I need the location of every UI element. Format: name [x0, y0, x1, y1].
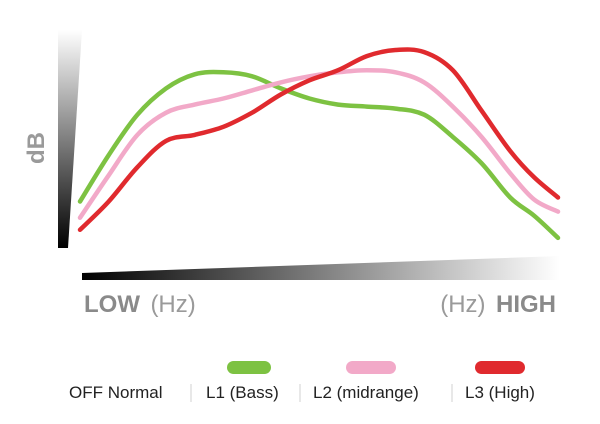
y-axis-gradient: [58, 30, 82, 248]
legend-off-label: OFF Normal: [69, 383, 163, 402]
legend-swatch-l1: [227, 361, 271, 374]
x-axis-high-word: HIGH: [496, 291, 556, 318]
legend: OFF Normal L1 (Bass) L2 (midrange) L3 (H…: [69, 361, 535, 402]
legend-swatch-l3: [475, 361, 525, 374]
x-axis-low-label: LOW (Hz): [84, 291, 196, 318]
series-layer: [77, 47, 561, 241]
series-line-l1-bass: [77, 69, 561, 241]
legend-label-l3: L3 (High): [465, 383, 535, 402]
legend-label-l1: L1 (Bass): [206, 383, 279, 402]
legend-label-l2: L2 (midrange): [313, 383, 419, 402]
x-axis-low-word: LOW: [84, 291, 140, 318]
series-line-l2-midrange: [77, 67, 561, 220]
x-axis-low-unit: (Hz): [150, 291, 195, 318]
y-axis-label: dB: [23, 132, 50, 164]
x-axis-high-unit: (Hz): [440, 291, 485, 318]
x-axis-high-label: (Hz) HIGH: [440, 291, 556, 318]
x-axis-gradient: [82, 256, 560, 280]
legend-swatch-l2: [346, 361, 396, 374]
series-line-l3-high: [77, 47, 561, 233]
